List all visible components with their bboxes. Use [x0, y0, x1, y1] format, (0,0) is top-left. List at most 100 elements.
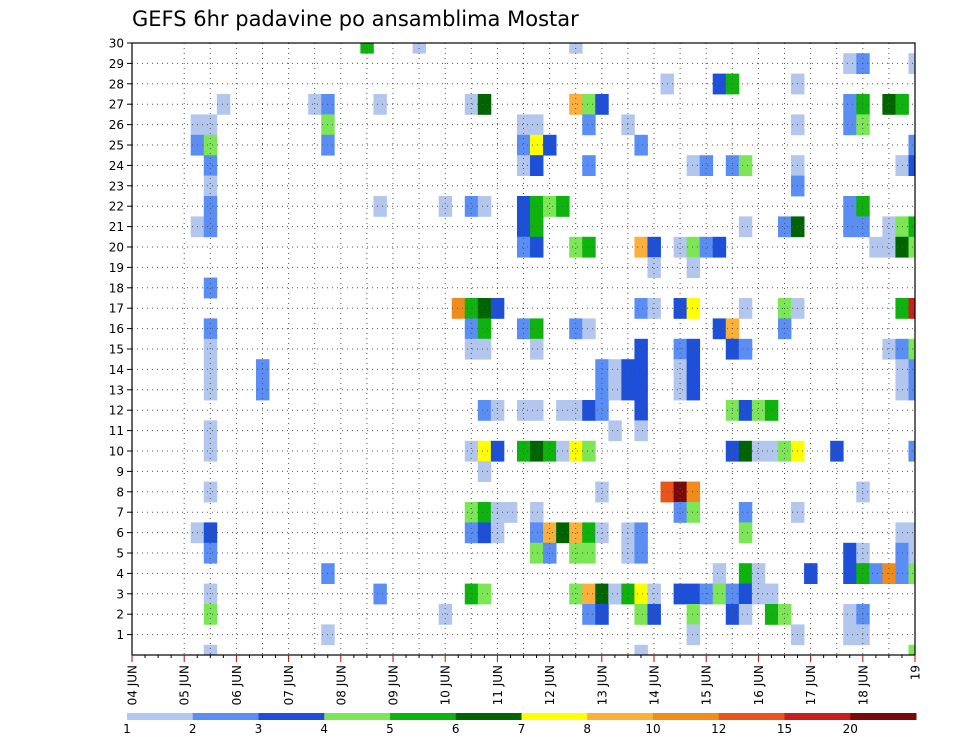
heatmap-cell — [856, 216, 870, 238]
legend-label: 8 — [583, 722, 591, 736]
heatmap-cell — [203, 359, 218, 380]
heatmap-cell — [595, 481, 609, 503]
heatmap-cell — [647, 604, 661, 625]
heatmap-cell — [738, 216, 753, 238]
heatmap-cell — [712, 73, 727, 95]
heatmap-cell — [582, 94, 596, 115]
y-tick-label: 27 — [109, 98, 124, 112]
x-tick-label: 14 JUN — [648, 665, 662, 705]
heatmap-cell — [203, 644, 218, 656]
heatmap-cell — [634, 644, 648, 656]
y-tick-label: 7 — [116, 506, 124, 520]
heatmap-cell — [477, 502, 492, 523]
legend-swatch — [653, 713, 720, 720]
x-tick-label: 11 JUN — [491, 665, 505, 705]
x-tick-label: 04 JUN — [126, 665, 140, 705]
heatmap-cell — [856, 114, 870, 136]
heatmap-cell — [464, 196, 479, 217]
heatmap-cell — [856, 481, 870, 503]
heatmap-cell — [686, 604, 701, 625]
x-tick-label: 08 JUN — [334, 665, 348, 705]
heatmap-cell — [621, 114, 635, 136]
y-tick-label: 9 — [116, 465, 124, 479]
heatmap-cell — [647, 257, 661, 278]
y-tick-label: 3 — [116, 587, 124, 601]
heatmap-cell — [582, 604, 596, 625]
x-tick-label: 09 JUN — [387, 665, 401, 705]
heatmap-cell — [908, 379, 916, 401]
heatmap-cell — [764, 604, 779, 625]
heatmap-cell — [738, 440, 753, 462]
heatmap-cell — [516, 134, 531, 156]
legend-label: 5 — [386, 722, 394, 736]
heatmap-cell — [373, 94, 387, 115]
heatmap-cell — [582, 400, 596, 421]
legend-label: 12 — [711, 722, 726, 736]
heatmap-cell — [438, 196, 453, 217]
heatmap-cell — [843, 604, 857, 625]
heatmap-cell — [843, 542, 857, 564]
y-tick-label: 17 — [109, 302, 124, 316]
x-tick-label: 12 JUN — [543, 665, 557, 705]
heatmap-cell — [712, 563, 727, 584]
legend-label: 2 — [189, 722, 197, 736]
heatmap-cell — [751, 400, 766, 421]
heatmap-cell — [843, 196, 857, 217]
heatmap-cell — [477, 440, 492, 462]
heatmap-cell — [203, 379, 218, 401]
legend-swatch — [192, 713, 259, 720]
heatmap-cell — [530, 318, 544, 340]
heatmap-cell — [686, 155, 701, 176]
heatmap-cell — [203, 604, 218, 625]
heatmap-cell — [464, 338, 479, 360]
heatmap-cell — [908, 216, 916, 238]
heatmap-cell — [634, 420, 648, 442]
heatmap-cell — [569, 440, 583, 462]
heatmap-cell — [608, 379, 622, 401]
heatmap-cell — [634, 379, 648, 401]
heatmap-cell — [647, 236, 661, 258]
heatmap-cell — [634, 542, 648, 564]
heatmap-cell — [203, 155, 218, 176]
heatmap-cell — [686, 481, 701, 503]
heatmap-cell — [621, 522, 635, 544]
heatmap-cell — [712, 318, 727, 340]
heatmap-cell — [634, 522, 648, 544]
heatmap-cell — [856, 624, 870, 646]
heatmap-cell — [751, 440, 766, 462]
heatmap-cell — [595, 604, 609, 625]
heatmap-cell — [738, 502, 753, 523]
legend-swatch — [324, 713, 391, 720]
heatmap-cell — [595, 379, 609, 401]
heatmap-cell — [595, 400, 609, 421]
heatmap-cell — [530, 338, 544, 360]
heatmap-cell — [530, 522, 544, 544]
y-tick-label: 8 — [116, 485, 124, 499]
heatmap-cell — [595, 94, 609, 115]
heatmap-cell — [634, 359, 648, 380]
heatmap-cell — [464, 94, 479, 115]
heatmap-cell — [608, 359, 622, 380]
y-tick-label: 23 — [109, 179, 124, 193]
heatmap-cell — [373, 196, 387, 217]
heatmap-cell — [530, 114, 544, 136]
y-tick-label: 4 — [116, 567, 124, 581]
heatmap-cell — [882, 236, 896, 258]
heatmap-cell — [634, 604, 648, 625]
heatmap-cell — [712, 583, 727, 605]
heatmap-cell — [764, 440, 779, 462]
heatmap-cell — [686, 583, 701, 605]
heatmap-cell — [738, 583, 753, 605]
heatmap-cell — [843, 624, 857, 646]
y-tick-label: 21 — [109, 220, 124, 234]
y-tick-label: 25 — [109, 139, 124, 153]
heatmap-cell — [634, 583, 648, 605]
y-tick-label: 12 — [109, 404, 124, 418]
heatmap-cell — [738, 155, 753, 176]
heatmap-cell — [569, 94, 583, 115]
y-axis: 1234567891011121314151617181920212223242… — [109, 37, 132, 642]
heatmap-cell — [830, 440, 844, 462]
heatmap-cell — [569, 400, 583, 421]
